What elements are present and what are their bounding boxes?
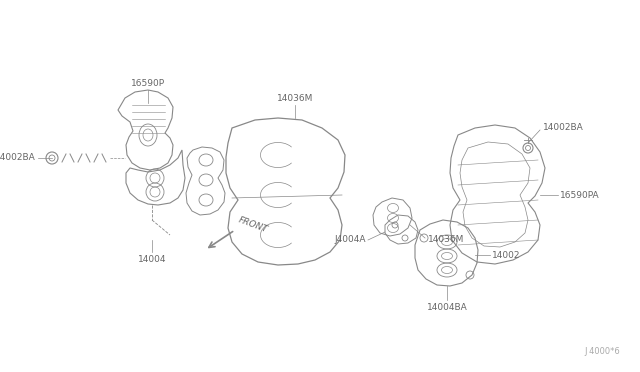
Text: J4004A: J4004A bbox=[335, 235, 366, 244]
Text: 14002BA: 14002BA bbox=[543, 124, 584, 132]
Text: 14002: 14002 bbox=[492, 250, 520, 260]
Text: 14004BA: 14004BA bbox=[427, 303, 467, 312]
Text: 16590P: 16590P bbox=[131, 79, 165, 88]
Text: 16590PA: 16590PA bbox=[560, 190, 600, 199]
Text: FRONT: FRONT bbox=[237, 215, 269, 234]
Text: 14004: 14004 bbox=[138, 255, 166, 264]
Text: 14002BA: 14002BA bbox=[0, 154, 36, 163]
Text: J 4000*6: J 4000*6 bbox=[584, 347, 620, 356]
Text: 14036M: 14036M bbox=[277, 94, 313, 103]
Text: 14036M: 14036M bbox=[428, 235, 465, 244]
